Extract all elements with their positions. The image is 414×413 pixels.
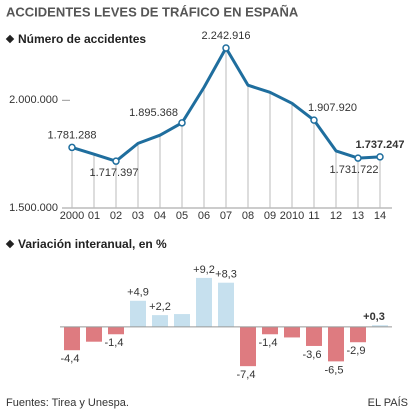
bar	[350, 326, 366, 343]
y-tick-label: 1.500.000	[9, 202, 58, 214]
data-label: 1.731.722	[330, 164, 379, 176]
data-label: +9,2	[193, 264, 215, 276]
point	[178, 119, 186, 127]
data-label: +2,2	[149, 301, 171, 313]
bar	[86, 326, 102, 342]
x-tick-label: 04	[154, 210, 166, 222]
bar	[130, 300, 146, 327]
chart-title: Número de accidentes	[18, 32, 146, 46]
data-label: +4,9	[127, 287, 149, 299]
data-label: 1.781.288	[48, 129, 97, 141]
bar	[372, 325, 388, 327]
data-label: -4,4	[61, 353, 80, 365]
bar	[240, 326, 256, 367]
x-tick-label: 09	[264, 210, 276, 222]
bar	[262, 326, 278, 335]
point	[376, 153, 384, 161]
data-label: -6,5	[325, 364, 344, 376]
point	[222, 44, 230, 52]
bar	[196, 277, 212, 327]
x-tick-label: 14	[374, 210, 386, 222]
x-tick-label: 11	[308, 210, 319, 222]
data-label: -1,4	[105, 337, 124, 349]
x-tick-label: 06	[198, 210, 210, 222]
point	[310, 116, 318, 124]
x-tick-label: 02	[110, 210, 122, 222]
chart-title: Variación interanual, en %	[18, 237, 167, 251]
bar	[108, 326, 124, 335]
source: Fuentes: Tirea y Unespa.	[6, 397, 129, 409]
x-tick-label: 07	[220, 210, 232, 222]
bar	[64, 326, 80, 351]
data-label: +8,3	[215, 269, 237, 281]
x-tick-label: 08	[242, 210, 254, 222]
data-label: +0,3	[363, 311, 385, 323]
x-tick-label: 13	[352, 210, 364, 222]
bullet	[5, 34, 15, 44]
x-tick-label: 03	[132, 210, 144, 222]
data-label: -1,4	[259, 337, 278, 349]
bar	[306, 326, 322, 346]
x-tick-label: 05	[176, 210, 188, 222]
credit: EL PAÍS	[368, 396, 408, 409]
x-tick-label: 2000	[60, 210, 84, 222]
bar	[328, 326, 344, 362]
data-label: 1.907.920	[308, 102, 357, 114]
data-label: -2,9	[347, 345, 366, 357]
data-label: 1.895.368	[129, 107, 178, 119]
x-tick-label: 01	[88, 210, 100, 222]
data-label: -7,4	[237, 369, 256, 381]
bar	[284, 326, 300, 338]
bar	[152, 315, 168, 327]
data-label: 1.737.247	[356, 139, 405, 151]
bar	[174, 314, 190, 327]
x-tick-label: 2010	[280, 210, 304, 222]
x-tick-label: 12	[330, 210, 342, 222]
bar	[218, 282, 234, 327]
point	[354, 154, 362, 162]
y-tick-label: 2.000.000	[9, 94, 58, 106]
page-title: ACCIDENTES LEVES DE TRÁFICO EN ESPAÑA	[6, 4, 299, 19]
data-label: 2.242.916	[202, 30, 251, 42]
bullet	[5, 239, 15, 249]
point	[68, 143, 76, 152]
data-label: -3,6	[303, 349, 322, 361]
data-label: 1.717.397	[90, 167, 139, 179]
point	[112, 157, 120, 165]
